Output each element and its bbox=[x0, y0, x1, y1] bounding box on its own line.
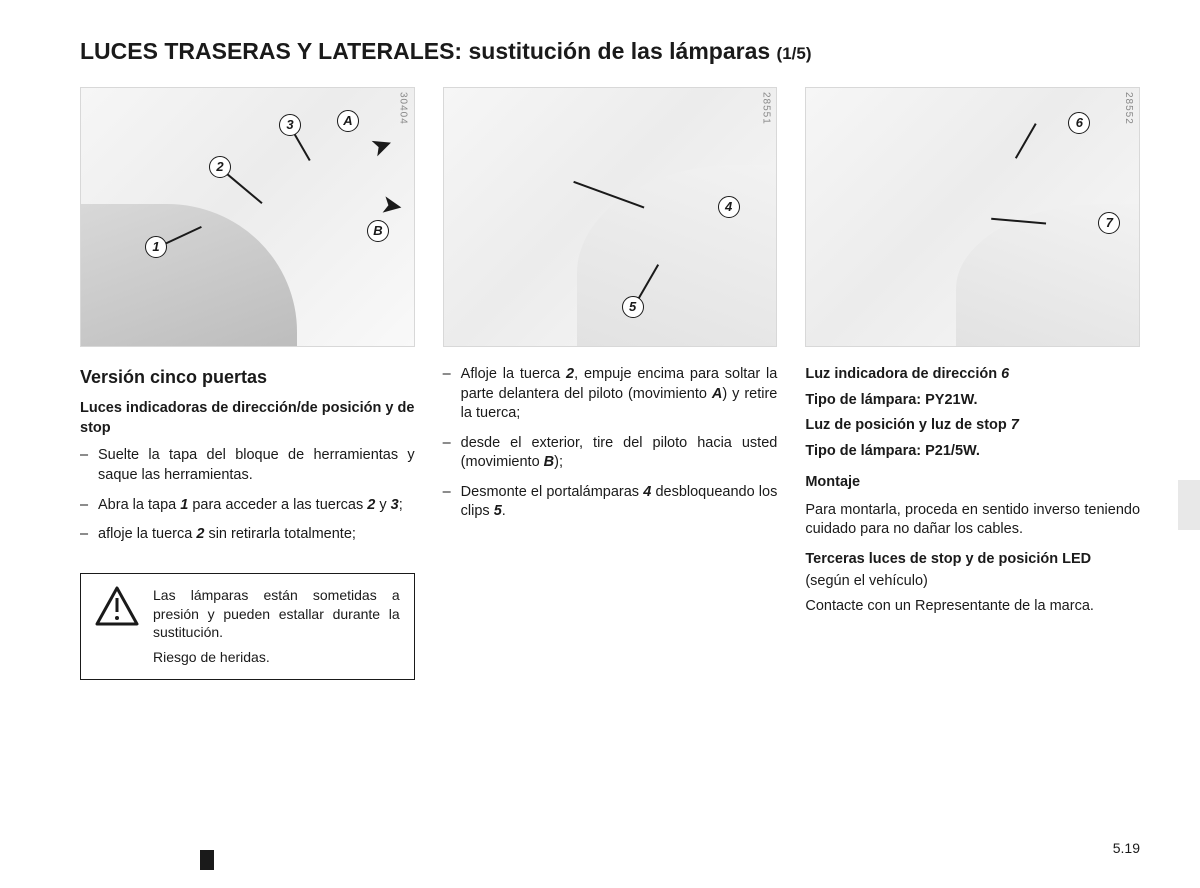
figure-1: 30404 ➤ ➤ 3 A 2 1 B bbox=[80, 87, 415, 347]
steps-list-2: Afloje la tuerca 2, empuje encima para s… bbox=[443, 365, 778, 522]
page-title: LUCES TRASERAS Y LATERALES: sustitución … bbox=[80, 38, 1140, 65]
footer-mark bbox=[200, 850, 214, 870]
warning-text: Las lámparas están sometidas a presión y… bbox=[153, 586, 400, 668]
photo-id-2: 28551 bbox=[759, 92, 773, 125]
photo-id-3: 28552 bbox=[1122, 92, 1136, 125]
step-item: Suelte la tapa del bloque de herramienta… bbox=[80, 446, 415, 485]
montaje-text: Para montarla, proceda en sentido invers… bbox=[805, 501, 1140, 540]
step-item: afloje la tuerca 2 sin retirarla totalme… bbox=[80, 525, 415, 545]
column-2: 28551 4 5 Afloje la tuerca 2, empuje enci… bbox=[443, 87, 778, 680]
step-item: Abra la tapa 1 para acceder a las tuerca… bbox=[80, 496, 415, 516]
terceras-text: Contacte con un Representante de la marc… bbox=[805, 597, 1140, 617]
terceras-heading: Terceras luces de stop y de posición LED bbox=[805, 550, 1140, 570]
spec-line: Luz indicadora de dirección 6 bbox=[805, 365, 1140, 385]
spec-lines: Luz indicadora de dirección 6 Tipo de lám… bbox=[805, 365, 1140, 461]
side-tab bbox=[1178, 480, 1200, 530]
photo-id-1: 30404 bbox=[396, 92, 410, 125]
warning-line-1: Las lámparas están sometidas a presión y… bbox=[153, 586, 400, 643]
warning-line-2: Riesgo de heridas. bbox=[153, 648, 400, 667]
figure-2: 28551 4 5 bbox=[443, 87, 778, 347]
column-1: 30404 ➤ ➤ 3 A 2 1 B Versión cinco puertas Lu… bbox=[80, 87, 415, 680]
spec-line: Tipo de lámpara: PY21W. bbox=[805, 391, 1140, 411]
warning-triangle-icon bbox=[95, 586, 139, 626]
callout-2: 2 bbox=[209, 156, 231, 178]
spec-line: Luz de posición y luz de stop 7 bbox=[805, 416, 1140, 436]
arrow-a-icon: ➤ bbox=[366, 125, 398, 165]
steps-list-1: Suelte la tapa del bloque de herramienta… bbox=[80, 446, 415, 544]
callout-5: 5 bbox=[622, 296, 644, 318]
warning-box: Las lámparas están sometidas a presión y… bbox=[80, 573, 415, 681]
step-item: Afloje la tuerca 2, empuje encima para s… bbox=[443, 365, 778, 424]
title-main: LUCES TRASERAS Y LATERALES: sustitución … bbox=[80, 38, 770, 64]
section-heading-version: Versión cinco puertas bbox=[80, 365, 415, 389]
column-3: 28552 67 Luz indicadora de dirección 6 Ti… bbox=[805, 87, 1140, 680]
arrow-b-icon: ➤ bbox=[378, 186, 406, 224]
callout-1: 1 bbox=[145, 236, 167, 258]
terceras-sub: (según el vehículo) bbox=[805, 572, 1140, 592]
figure-3: 28552 67 bbox=[805, 87, 1140, 347]
callout-3: 3 bbox=[279, 114, 301, 136]
title-count: (1/5) bbox=[777, 44, 812, 63]
montaje-heading: Montaje bbox=[805, 473, 1140, 493]
sub-heading-luces: Luces indicadoras de dirección/de posici… bbox=[80, 399, 415, 438]
step-item: Desmonte el portalámparas 4 desbloqueand… bbox=[443, 483, 778, 522]
content-columns: 30404 ➤ ➤ 3 A 2 1 B Versión cinco puertas Lu… bbox=[80, 87, 1140, 680]
page-number: 5.19 bbox=[1113, 840, 1140, 856]
callout-A: A bbox=[337, 110, 359, 132]
spec-line: Tipo de lámpara: P21/5W. bbox=[805, 442, 1140, 462]
step-item: desde el exterior, tire del piloto hacia… bbox=[443, 434, 778, 473]
callout-4: 4 bbox=[718, 196, 740, 218]
callout-6: 6 bbox=[1068, 112, 1090, 134]
callout-B: B bbox=[367, 220, 389, 242]
